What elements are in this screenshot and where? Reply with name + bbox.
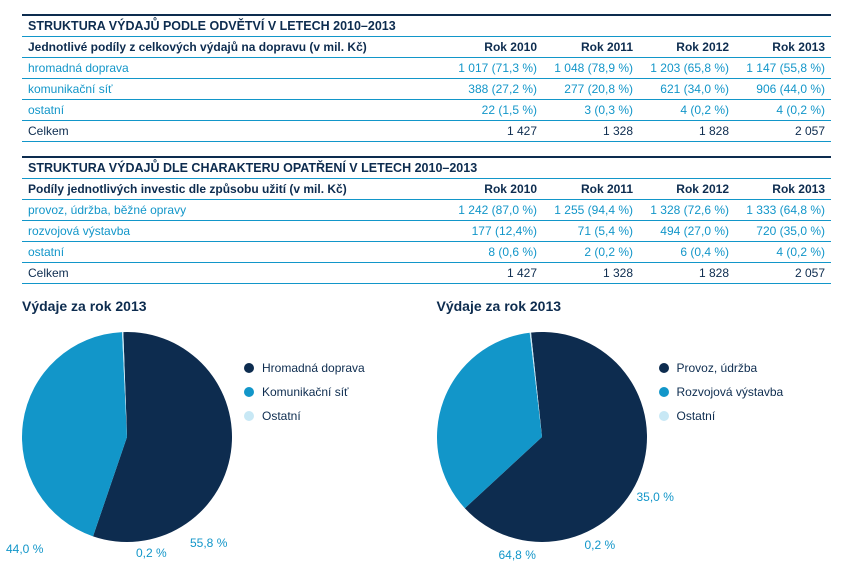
table1-subheader: Jednotlivé podíly z celkových výdajů na … <box>22 37 447 58</box>
table2-col3: Rok 2013 <box>735 179 831 200</box>
legend-label: Provoz, údržba <box>677 356 758 380</box>
pie-pct-label: 44,0 % <box>6 542 43 556</box>
legend-label: Ostatní <box>677 404 716 428</box>
table-row: ostatní 22 (1,5 %) 3 (0,3 %) 4 (0,2 %) 4… <box>22 100 831 121</box>
chart2-title: Výdaje za rok 2013 <box>437 298 832 314</box>
legend-swatch <box>659 363 669 373</box>
pie-pct-label: 35,0 % <box>637 490 674 504</box>
chart2-legend: Provoz, údržbaRozvojová výstavbaOstatní <box>659 356 784 428</box>
legend-label: Hromadná doprava <box>262 356 365 380</box>
table-row: rozvojová výstavba 177 (12,4%) 71 (5,4 %… <box>22 221 831 242</box>
table2-subheader: Podíly jednotlivých investic dle způsobu… <box>22 179 447 200</box>
pie-pct-label: 0,2 % <box>136 546 167 560</box>
chart1-title: Výdaje za rok 2013 <box>22 298 417 314</box>
table1-col2: Rok 2012 <box>639 37 735 58</box>
table2-col1: Rok 2011 <box>543 179 639 200</box>
legend-swatch <box>659 387 669 397</box>
chart1-legend: Hromadná dopravaKomunikační síťOstatní <box>244 356 365 428</box>
table-expenses-by-character: STRUKTURA VÝDAJŮ DLE CHARAKTERU OPATŘENÍ… <box>22 156 831 284</box>
pie-chart-character: Výdaje za rok 2013 64,8 % 35,0 % 0,2 % Pro… <box>437 298 832 572</box>
table-total-row: Celkem 1 427 1 328 1 828 2 057 <box>22 263 831 284</box>
table-row: hromadná doprava 1 017 (71,3 %) 1 048 (7… <box>22 58 831 79</box>
legend-item: Ostatní <box>244 404 365 428</box>
legend-item: Hromadná doprava <box>244 356 365 380</box>
table-row: ostatní 8 (0,6 %) 2 (0,2 %) 6 (0,4 %) 4 … <box>22 242 831 263</box>
table1-col3: Rok 2013 <box>735 37 831 58</box>
table-total-row: Celkem 1 427 1 328 1 828 2 057 <box>22 121 831 142</box>
legend-label: Ostatní <box>262 404 301 428</box>
legend-swatch <box>244 411 254 421</box>
table1-col0: Rok 2010 <box>447 37 543 58</box>
legend-label: Komunikační síť <box>262 380 349 404</box>
table1-col1: Rok 2011 <box>543 37 639 58</box>
legend-swatch <box>244 363 254 373</box>
pie-pct-label: 55,8 % <box>190 536 227 550</box>
pie-pct-label: 64,8 % <box>499 548 536 562</box>
table2-title: STRUKTURA VÝDAJŮ DLE CHARAKTERU OPATŘENÍ… <box>22 157 831 179</box>
pie2-svg <box>437 332 647 542</box>
table2-col2: Rok 2012 <box>639 179 735 200</box>
pie1-svg <box>22 332 232 542</box>
legend-item: Komunikační síť <box>244 380 365 404</box>
legend-item: Rozvojová výstavba <box>659 380 784 404</box>
pie-pct-label: 0,2 % <box>585 538 616 552</box>
legend-item: Ostatní <box>659 404 784 428</box>
table-expenses-by-sector: STRUKTURA VÝDAJŮ PODLE ODVĚTVÍ V LETECH … <box>22 14 831 142</box>
table2-col0: Rok 2010 <box>447 179 543 200</box>
legend-swatch <box>659 411 669 421</box>
legend-swatch <box>244 387 254 397</box>
table1-title: STRUKTURA VÝDAJŮ PODLE ODVĚTVÍ V LETECH … <box>22 15 831 37</box>
table-row: provoz, údržba, běžné opravy 1 242 (87,0… <box>22 200 831 221</box>
pie-chart-sector: Výdaje za rok 2013 55,8 %44,0 %0,2 % Hro… <box>22 298 417 572</box>
legend-item: Provoz, údržba <box>659 356 784 380</box>
table-row: komunikační síť 388 (27,2 %) 277 (20,8 %… <box>22 79 831 100</box>
legend-label: Rozvojová výstavba <box>677 380 784 404</box>
